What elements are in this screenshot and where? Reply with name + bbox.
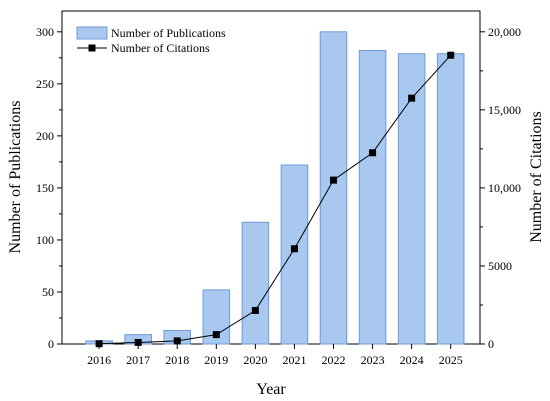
- y-tick-label-200: 200: [36, 129, 54, 143]
- bar-2023: [358, 50, 387, 345]
- legend-bar-swatch: [76, 26, 108, 40]
- citation-point-2017: [134, 338, 142, 346]
- legend-line-marker: [88, 44, 96, 52]
- citation-point-2025: [447, 51, 455, 59]
- citation-point-2016: [95, 340, 103, 348]
- x-tick-label-2024: 2024: [400, 353, 424, 367]
- bar-series: [85, 31, 465, 345]
- bar-2020: [241, 221, 270, 345]
- y2-tick-label-20,000: 20,000: [488, 25, 521, 39]
- y2-tick-label-15,000: 15,000: [488, 103, 521, 117]
- bar-2024: [397, 53, 426, 345]
- x-axis-title: Year: [256, 381, 286, 398]
- y2-axis-tick-labels: 0 5000 10,000 15,000 20,000: [488, 25, 521, 351]
- y2-axis-title: Number of Citations: [528, 111, 545, 243]
- y2-tick-label-10,000: 10,000: [488, 181, 521, 195]
- y-tick-label-150: 150: [36, 181, 54, 195]
- y2-tick-label-0: 0: [488, 337, 494, 351]
- x-tick-label-2020: 2020: [243, 353, 267, 367]
- x-tick-label-2023: 2023: [361, 353, 385, 367]
- citation-point-2024: [408, 94, 416, 102]
- legend-bar-label: Number of Publications: [111, 26, 226, 40]
- x-tick-label-2021: 2021: [282, 353, 306, 367]
- y-tick-label-300: 300: [36, 25, 54, 39]
- citation-point-2018: [173, 337, 181, 345]
- x-tick-label-2019: 2019: [204, 353, 228, 367]
- x-tick-label-2016: 2016: [87, 353, 111, 367]
- y-axis-title: Number of Publications: [7, 101, 24, 254]
- citation-point-2020: [251, 306, 259, 314]
- citation-point-2021: [290, 245, 298, 253]
- x-tick-label-2018: 2018: [165, 353, 189, 367]
- citations-line: [99, 54, 452, 345]
- y2-tick-label-5000: 5000: [488, 259, 512, 273]
- x-axis-tick-labels: 2016 2017 2018 2019 2020 2021 2022 2023 2024 2025: [87, 353, 463, 367]
- y-tick-label-0: 0: [48, 337, 54, 351]
- citation-point-2019: [212, 331, 220, 339]
- bar-2025: [436, 53, 465, 345]
- bar-2021: [280, 164, 309, 345]
- x-tick-label-2025: 2025: [439, 353, 463, 367]
- legend-line-label: Number of Citations: [111, 41, 210, 55]
- citation-point-2022: [330, 176, 337, 184]
- y-tick-label-250: 250: [36, 77, 54, 91]
- x-tick-label-2022: 2022: [322, 353, 346, 367]
- y-tick-label-100: 100: [36, 233, 54, 247]
- line-series: [95, 51, 455, 348]
- y-tick-label-50: 50: [42, 285, 54, 299]
- y-axis-tick-labels: 0 50 100 150 200 250 300: [36, 25, 54, 351]
- legend: Number of Publications Number of Citatio…: [76, 26, 226, 55]
- plot-frame: [61, 10, 481, 345]
- bar-2022: [319, 31, 348, 345]
- x-tick-label-2017: 2017: [126, 353, 150, 367]
- tick-marks: [57, 31, 485, 349]
- citation-point-2023: [369, 149, 377, 157]
